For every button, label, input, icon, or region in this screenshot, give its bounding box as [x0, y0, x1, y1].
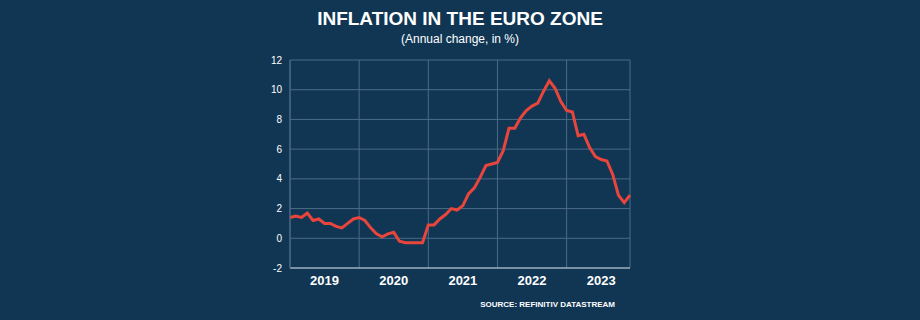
svg-text:2020: 2020 — [379, 273, 408, 288]
svg-text:2023: 2023 — [587, 273, 616, 288]
html-text:(Annual change, in %): (Annual change, in %) — [401, 32, 519, 46]
svg-text:0: 0 — [276, 233, 282, 244]
svg-text:2021: 2021 — [448, 273, 477, 288]
html-text:SOURCE: REFINITIV DATASTREAM: SOURCE: REFINITIV DATASTREAM — [480, 300, 615, 309]
svg-text:10: 10 — [271, 84, 283, 95]
svg-text:2: 2 — [276, 203, 282, 214]
svg-text:2019: 2019 — [310, 273, 339, 288]
svg-text:12: 12 — [271, 55, 283, 66]
svg-text:2022: 2022 — [518, 273, 547, 288]
svg-text:-2: -2 — [273, 263, 282, 274]
svg-text:6: 6 — [276, 144, 282, 155]
svg-text:4: 4 — [276, 173, 282, 184]
svg-text:8: 8 — [276, 114, 282, 125]
html-text:INFLATION IN THE EURO ZONE: INFLATION IN THE EURO ZONE — [317, 8, 603, 29]
